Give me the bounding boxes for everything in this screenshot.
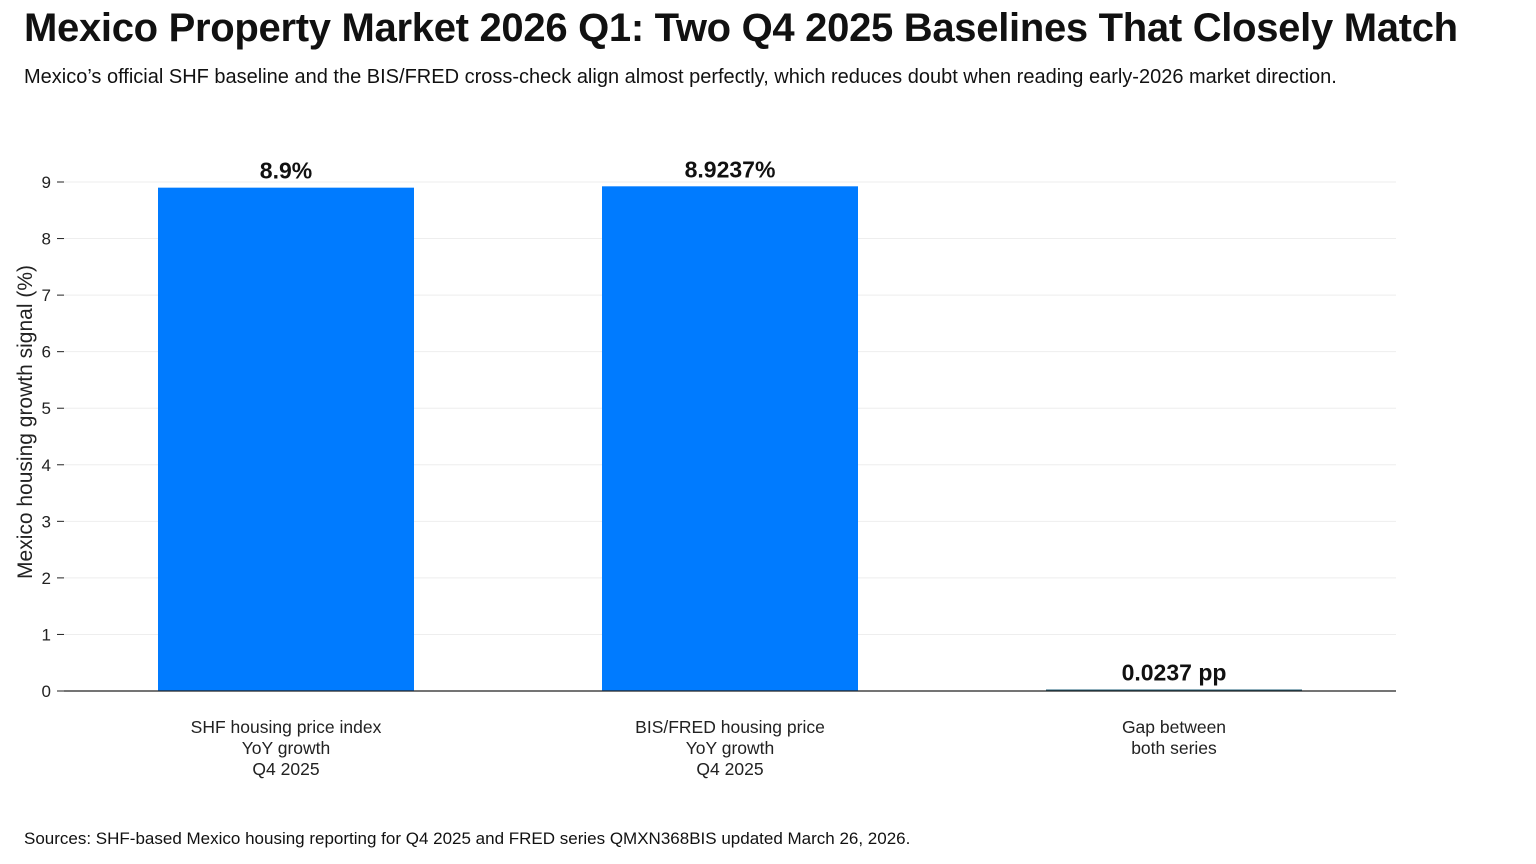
x-category-label: SHF housing price index YoY growth Q4 2025: [191, 717, 382, 779]
y-tick-label: 0: [42, 682, 51, 701]
bar: [1046, 689, 1302, 691]
bar-value-label: 0.0237 pp: [1122, 660, 1227, 686]
bar: [158, 187, 414, 691]
x-category-label: BIS/FRED housing price YoY growth Q4 2025: [635, 717, 825, 779]
y-tick-label: 2: [42, 569, 51, 588]
bars: [158, 186, 1302, 691]
y-tick-label: 5: [42, 399, 51, 418]
y-tick-label: 1: [42, 625, 51, 644]
x-category-label: Gap between both series: [1122, 717, 1226, 758]
y-axis-title: Mexico housing growth signal (%): [14, 265, 37, 579]
bar: [602, 186, 858, 691]
y-tick-label: 6: [42, 343, 51, 362]
bar-value-label: 8.9%: [260, 158, 312, 184]
x-axis-categories: SHF housing price index YoY growth Q4 2025…: [191, 717, 1226, 779]
source-note: Sources: SHF-based Mexico housing report…: [24, 829, 911, 848]
y-tick-label: 4: [42, 456, 51, 475]
chart-subtitle: Mexico’s official SHF baseline and the B…: [24, 66, 1337, 88]
y-tick-label: 8: [42, 230, 51, 249]
data-labels: 8.9% 8.9237% 0.0237 pp: [260, 156, 1227, 685]
y-axis: 0 1 2 3 4 5 6 7 8 9: [42, 173, 1396, 701]
y-tick-label: 3: [42, 512, 51, 531]
y-tick-label: 9: [42, 173, 51, 192]
y-tick-label: 7: [42, 286, 51, 305]
chart-title: Mexico Property Market 2026 Q1: Two Q4 2…: [24, 6, 1458, 50]
bar-value-label: 8.9237%: [685, 156, 776, 182]
